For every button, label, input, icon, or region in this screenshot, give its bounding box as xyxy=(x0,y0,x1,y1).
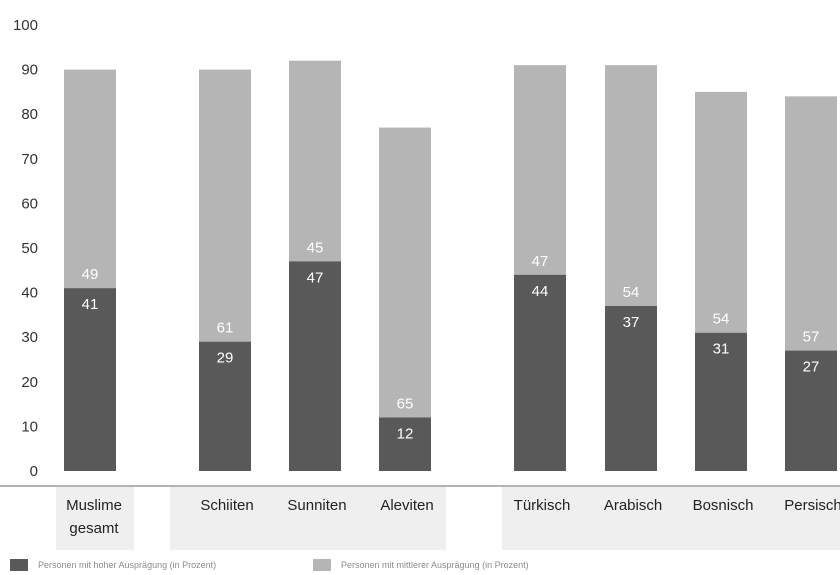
bar-high xyxy=(514,274,566,471)
y-tick-label: 40 xyxy=(21,285,38,302)
category-label: Schiiten xyxy=(200,497,253,514)
data-label-medium: 54 xyxy=(713,311,730,328)
bar-medium xyxy=(199,69,251,342)
category-label: Aleviten xyxy=(380,497,433,514)
data-label-medium: 54 xyxy=(623,284,640,301)
bar-medium xyxy=(785,96,837,351)
y-tick-label: 30 xyxy=(21,329,38,346)
data-label-high: 27 xyxy=(803,359,820,376)
legend-item-high: Personen mit hoher Ausprägung (in Prozen… xyxy=(10,558,216,572)
category-label: Persisch xyxy=(784,497,840,514)
data-label-high: 44 xyxy=(532,283,549,300)
bar-high xyxy=(695,332,747,471)
bar-medium xyxy=(695,91,747,333)
data-label-high: 29 xyxy=(217,350,234,367)
category-band-1 xyxy=(56,487,134,550)
bar-medium xyxy=(64,69,116,289)
data-label-high: 37 xyxy=(623,314,640,331)
data-label-medium: 49 xyxy=(82,266,99,283)
category-label: Türkisch xyxy=(514,497,571,514)
legend-label-high: Personen mit hoher Ausprägung (in Prozen… xyxy=(38,560,217,570)
category-label: Bosnisch xyxy=(693,497,754,514)
bar-medium xyxy=(514,65,566,275)
data-label-medium: 57 xyxy=(803,329,820,346)
data-label-medium: 47 xyxy=(532,253,549,270)
bar-medium xyxy=(289,60,341,262)
y-tick-label: 20 xyxy=(21,374,38,391)
y-tick-label: 60 xyxy=(21,195,38,212)
bar-high xyxy=(785,350,837,471)
y-tick-label: 70 xyxy=(21,151,38,168)
bar-high xyxy=(605,305,657,471)
bar-high xyxy=(199,341,251,471)
legend-swatch-high xyxy=(10,559,28,571)
bar-high xyxy=(64,288,116,471)
bar-high xyxy=(289,261,341,471)
category-label: gesamt xyxy=(69,520,119,537)
y-tick-label: 90 xyxy=(21,62,38,79)
data-label-medium: 65 xyxy=(397,395,414,412)
data-label-medium: 61 xyxy=(217,320,234,337)
y-tick-label: 50 xyxy=(21,240,38,257)
stacked-bar-chart: 0 10 20 30 40 50 60 70 80 90 100 49 41 Muslime gesamt 6… xyxy=(0,17,840,550)
category-band-2 xyxy=(170,487,446,550)
data-label-medium: 45 xyxy=(307,239,324,256)
y-tick-label: 100 xyxy=(13,17,38,34)
data-label-high: 31 xyxy=(713,341,730,358)
category-label: Arabisch xyxy=(604,497,662,514)
y-tick-label: 0 xyxy=(30,463,38,480)
category-band-3 xyxy=(502,487,840,550)
legend-item-medium: Personen mit mittlerer Ausprägung (in Pr… xyxy=(313,558,529,572)
legend-label-medium: Personen mit mittlerer Ausprägung (in Pr… xyxy=(341,560,529,570)
category-label: Muslime xyxy=(66,497,122,514)
bar-high xyxy=(379,417,431,471)
bar-medium xyxy=(605,65,657,306)
bar-medium xyxy=(379,127,431,418)
data-label-high: 47 xyxy=(307,269,324,286)
y-tick-label: 10 xyxy=(21,418,38,435)
legend-swatch-medium xyxy=(313,559,331,571)
data-label-high: 12 xyxy=(397,425,414,442)
y-tick-label: 80 xyxy=(21,106,38,123)
data-label-high: 41 xyxy=(82,296,99,313)
category-label: Sunniten xyxy=(287,497,346,514)
